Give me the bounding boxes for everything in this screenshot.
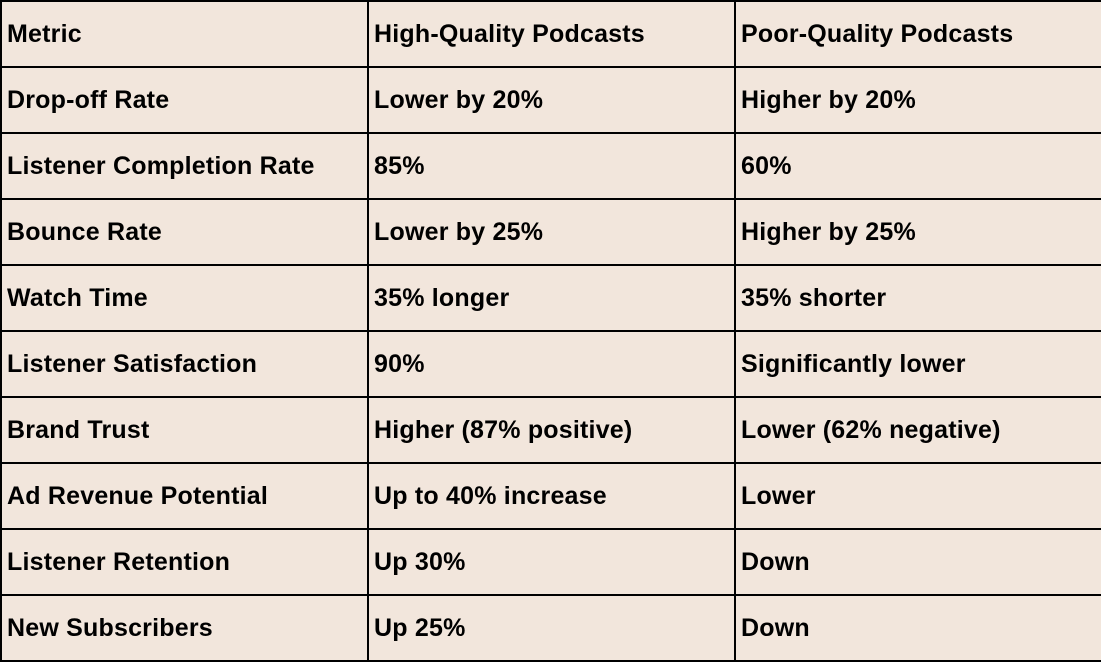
- table-row: Ad Revenue Potential Up to 40% increase …: [0, 462, 1101, 530]
- table-row: New Subscribers Up 25% Down: [0, 594, 1101, 662]
- high-quality-cell: 35% longer: [367, 264, 736, 332]
- metric-cell: Bounce Rate: [0, 198, 369, 266]
- poor-quality-cell: 35% shorter: [734, 264, 1101, 332]
- metric-cell: New Subscribers: [0, 594, 369, 662]
- poor-quality-cell: Down: [734, 528, 1101, 596]
- header-row: Metric High-Quality Podcasts Poor-Qualit…: [0, 0, 1101, 68]
- poor-quality-cell: Higher by 20%: [734, 66, 1101, 134]
- header-cell-high-quality: High-Quality Podcasts: [367, 0, 736, 68]
- metric-cell: Listener Completion Rate: [0, 132, 369, 200]
- table-row: Watch Time 35% longer 35% shorter: [0, 264, 1101, 332]
- high-quality-cell: 90%: [367, 330, 736, 398]
- high-quality-cell: Higher (87% positive): [367, 396, 736, 464]
- poor-quality-cell: Lower: [734, 462, 1101, 530]
- table-row: Listener Satisfaction 90% Significantly …: [0, 330, 1101, 398]
- metric-cell: Ad Revenue Potential: [0, 462, 369, 530]
- poor-quality-cell: Significantly lower: [734, 330, 1101, 398]
- header-cell-poor-quality: Poor-Quality Podcasts: [734, 0, 1101, 68]
- poor-quality-cell: Higher by 25%: [734, 198, 1101, 266]
- poor-quality-cell: Lower (62% negative): [734, 396, 1101, 464]
- header-cell-metric: Metric: [0, 0, 369, 68]
- table-row: Listener Completion Rate 85% 60%: [0, 132, 1101, 200]
- metric-cell: Brand Trust: [0, 396, 369, 464]
- metric-cell: Watch Time: [0, 264, 369, 332]
- high-quality-cell: Lower by 25%: [367, 198, 736, 266]
- high-quality-cell: 85%: [367, 132, 736, 200]
- high-quality-cell: Up 30%: [367, 528, 736, 596]
- poor-quality-cell: Down: [734, 594, 1101, 662]
- metric-cell: Listener Satisfaction: [0, 330, 369, 398]
- table-row: Brand Trust Higher (87% positive) Lower …: [0, 396, 1101, 464]
- metric-cell: Listener Retention: [0, 528, 369, 596]
- table-row: Drop-off Rate Lower by 20% Higher by 20%: [0, 66, 1101, 134]
- poor-quality-cell: 60%: [734, 132, 1101, 200]
- high-quality-cell: Lower by 20%: [367, 66, 736, 134]
- high-quality-cell: Up 25%: [367, 594, 736, 662]
- metric-cell: Drop-off Rate: [0, 66, 369, 134]
- table-row: Bounce Rate Lower by 25% Higher by 25%: [0, 198, 1101, 266]
- table-row: Listener Retention Up 30% Down: [0, 528, 1101, 596]
- high-quality-cell: Up to 40% increase: [367, 462, 736, 530]
